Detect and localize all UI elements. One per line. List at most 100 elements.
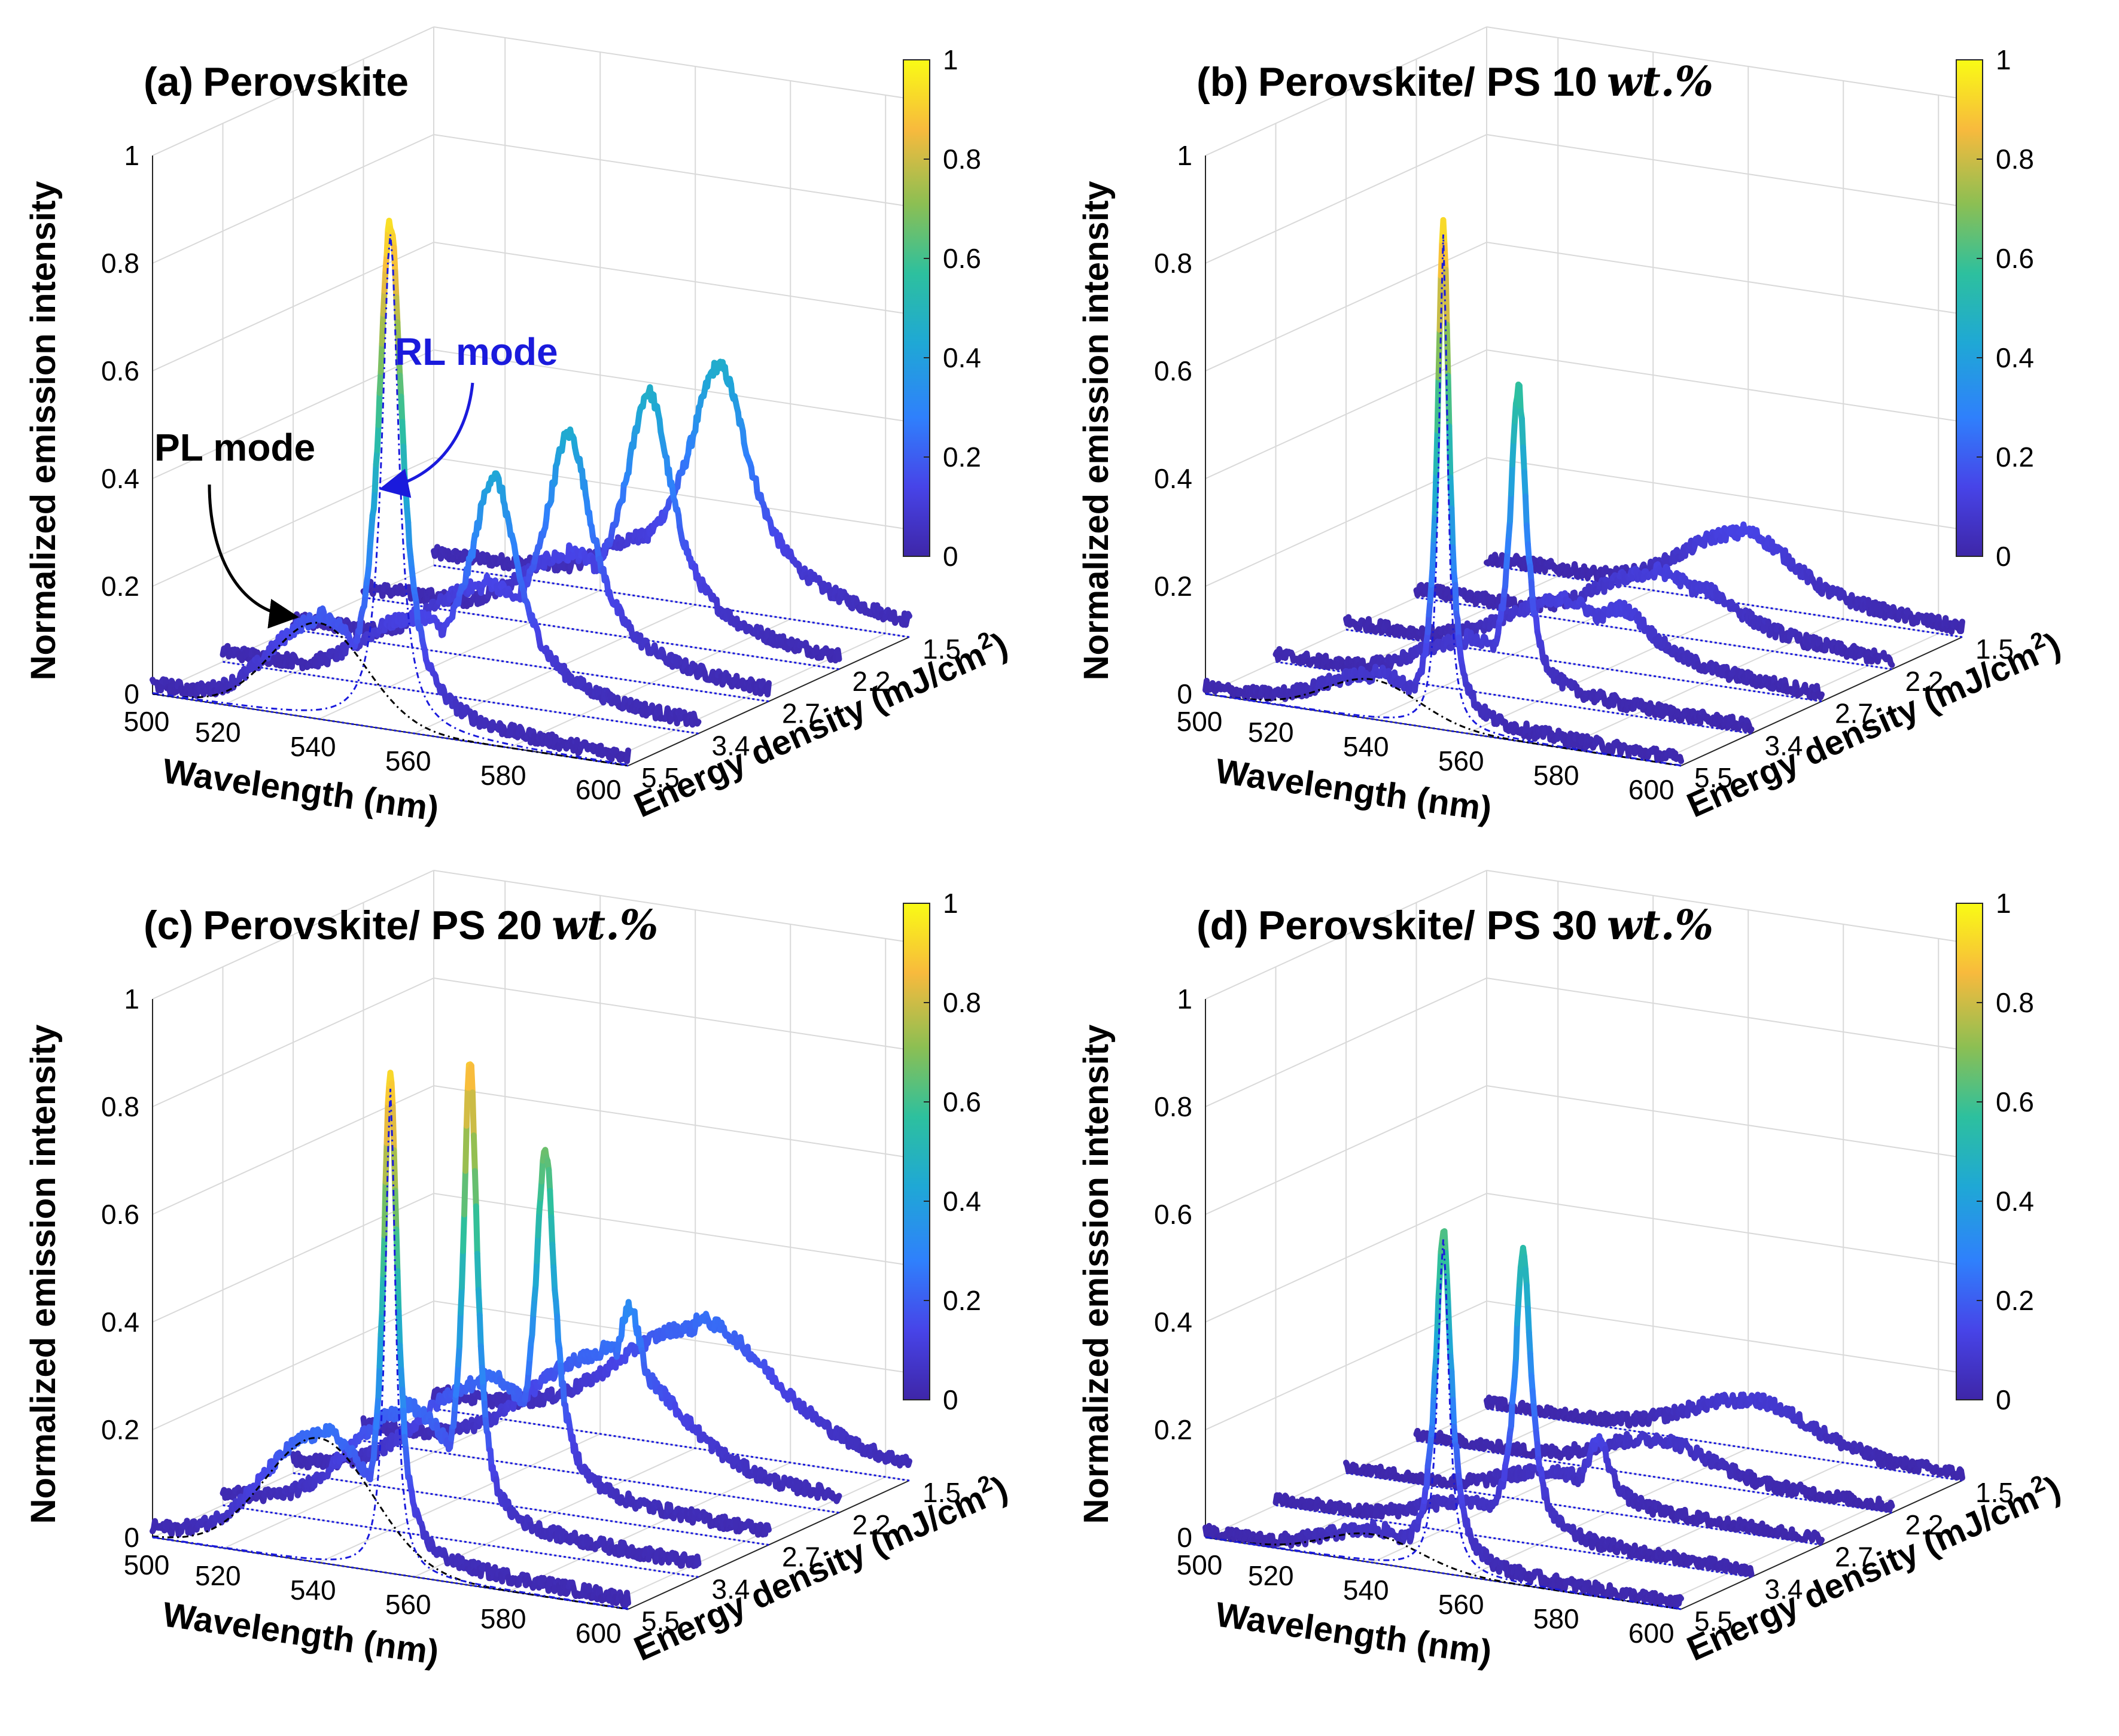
z-axis-label: Normalized emission intensity (24, 181, 63, 681)
colorbar-tick-label: 0.4 (943, 1186, 981, 1217)
colorbar-tick-label: 1 (1996, 44, 2011, 75)
spectrum-segment (397, 372, 404, 400)
x-tick-label: 580 (480, 1603, 526, 1634)
colorbar (1956, 59, 1983, 557)
colorbar-tick-label: 0 (943, 1384, 958, 1415)
spectrum-segment (905, 611, 912, 619)
baseline-fit (433, 1408, 910, 1482)
colorbar-tick-label: 0.6 (943, 243, 981, 274)
z-tick-label: 1 (124, 983, 139, 1015)
spectrum-segment (375, 389, 383, 428)
panel-title-text: Perovskite/ PS 10 (1258, 59, 1597, 105)
baseline-fit (433, 564, 910, 638)
grid-line (152, 134, 434, 264)
z-tick-label: 0.8 (101, 248, 139, 279)
colorbar-tick-label: 0.2 (943, 1285, 981, 1316)
spectrum-segment (1520, 444, 1527, 475)
spectrum-segment (379, 310, 386, 347)
x-tick-label: 520 (195, 717, 241, 748)
colorbar-tick-label: 0.8 (1996, 144, 2034, 175)
z-tick-label: 1 (1177, 140, 1192, 171)
x-tick-label: 560 (385, 1589, 431, 1620)
grid-line (433, 134, 910, 207)
spectrum-segment (1448, 505, 1456, 550)
panel-title-suffix: wt.% (1607, 58, 1713, 106)
spectrum-segment (1521, 468, 1529, 500)
spectrum-segment (376, 368, 384, 396)
z-tick-label: 0 (124, 1522, 139, 1553)
spectrum-segment (377, 340, 385, 375)
colorbar-tick-label: 0 (1996, 541, 2011, 572)
spectrum-segment (374, 422, 382, 453)
spectrum-segment (835, 647, 842, 662)
panel-title: (c) Perovskite/ PS 20 wt.% (144, 901, 658, 949)
colorbar-tick-label: 1 (943, 44, 958, 75)
colorbar-tick-label: 0.6 (943, 1086, 981, 1117)
z-tick-label: 0.6 (101, 355, 139, 386)
panel-title-text: Perovskite/ PS 20 (203, 903, 542, 948)
z-tick-label: 0.6 (1154, 355, 1192, 386)
spectrum-series-5.5 (1202, 217, 1684, 767)
colorbar-tick-label: 0.2 (943, 441, 981, 473)
spectrum-segment (405, 519, 413, 549)
z-tick-label: 0.6 (101, 1199, 139, 1230)
spectrum-segment (1747, 726, 1755, 734)
spectrum-segment (391, 244, 398, 275)
spectrum-segment (624, 747, 631, 765)
spectrum-segment (694, 718, 702, 727)
z-tick-label: 0.8 (101, 1091, 139, 1122)
spectrum-segment (1446, 423, 1454, 481)
spectrum-series-3.4 (220, 470, 702, 735)
spectrum-segment (381, 266, 389, 294)
panel-label: (b) (1196, 59, 1249, 105)
y-tick-label: 1.5 (923, 634, 961, 665)
spectrum-segment (372, 461, 379, 493)
spectrum-segment (399, 419, 407, 450)
x-tick-label: 580 (480, 760, 526, 791)
x-tick-label: 540 (1343, 731, 1389, 762)
spectrum-segment (1429, 537, 1437, 571)
y-tick-label: 2.2 (853, 666, 891, 697)
colorbar-tick-label: 0.2 (1996, 441, 2034, 473)
z-axis-label: Normalized emission intensity (1077, 181, 1116, 681)
y-axis-label-text: Energy density (mJ/cm (628, 1479, 991, 1669)
colorbar-tick-label: 0.8 (943, 987, 981, 1018)
spectrum-segment (1445, 372, 1453, 430)
x-tick-label: 560 (385, 745, 431, 776)
colorbar-tick-label: 0.4 (943, 342, 981, 373)
spectrum-segment (393, 294, 401, 325)
spectrum-segment (1516, 382, 1524, 414)
z-tick-label: 0.2 (1154, 571, 1192, 602)
spectrum-segment (1887, 660, 1895, 668)
x-tick-label: 540 (290, 731, 336, 762)
panel-label: (c) (144, 903, 193, 948)
spectrum-segment (380, 288, 388, 317)
spectrum-segment (1817, 691, 1825, 701)
z-tick-label: 0 (1177, 678, 1192, 709)
grid-line (433, 242, 910, 315)
y-axis-line (628, 636, 910, 766)
z-tick-label: 0.8 (1154, 248, 1192, 279)
baseline-fit (293, 629, 769, 702)
colorbar-tick-label: 0.6 (1996, 243, 2034, 274)
baseline-fit (363, 596, 839, 671)
z-tick-label: 0.4 (101, 463, 139, 494)
x-tick-label: 600 (576, 774, 622, 805)
z-tick-label: 0.2 (101, 1414, 139, 1445)
panel-title-text: Perovskite (203, 59, 409, 105)
spectrum-segment (1447, 474, 1455, 511)
z-tick-label: 0.4 (101, 1306, 139, 1338)
x-tick-label: 500 (124, 1549, 170, 1580)
grid-line (433, 349, 910, 422)
spectrum-segment (383, 227, 391, 257)
spectrum-segment (765, 680, 772, 698)
spectrum-segment (1434, 374, 1442, 434)
colorbar-tick-label: 1 (943, 888, 958, 919)
x-tick-label: 540 (290, 1574, 336, 1606)
spectrum-series-2.7 (290, 426, 772, 702)
z-tick-label: 0.2 (101, 571, 139, 602)
colorbar-tick-label: 0.4 (1996, 342, 2034, 373)
pl-mode-annotation: PL mode (154, 426, 315, 469)
